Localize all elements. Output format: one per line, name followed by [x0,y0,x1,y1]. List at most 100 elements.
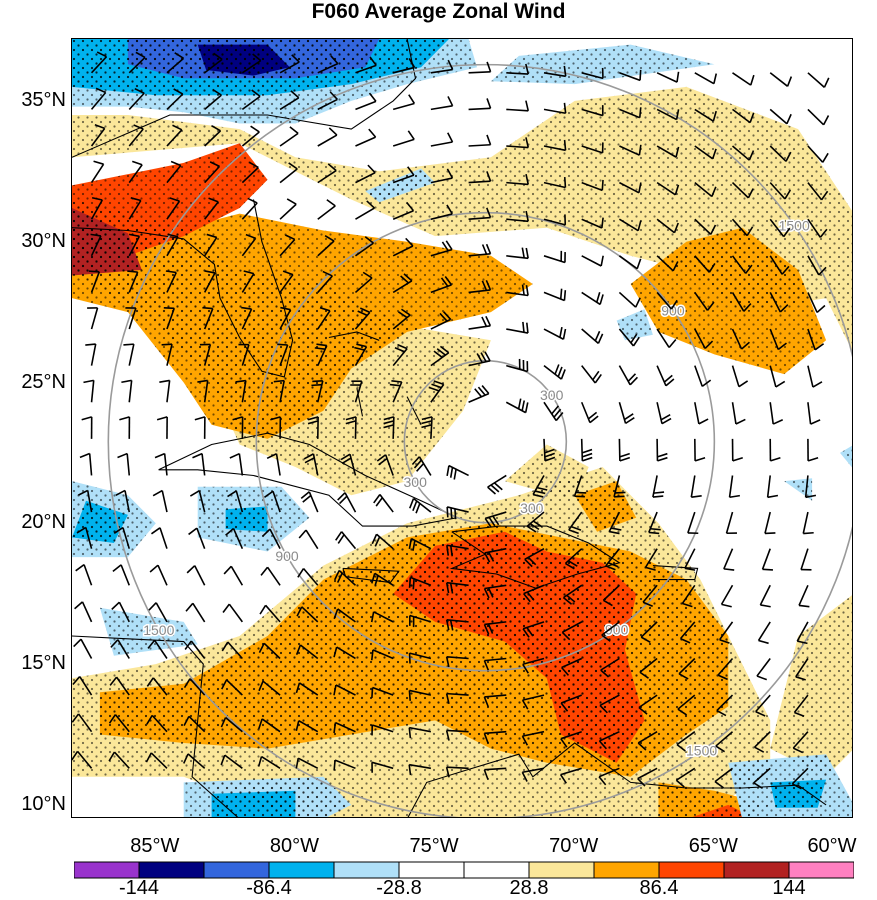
wind-barb [716,694,734,717]
wind-barb [333,721,356,734]
stipple-region [225,506,268,532]
wind-barb [108,714,130,733]
wind-barb [335,531,357,550]
wind-barb [428,380,445,403]
wind-barb [392,94,416,111]
wind-barb [725,511,737,535]
wind-barb [694,438,706,462]
wind-barb [694,108,717,122]
stipple-region [574,481,637,532]
wind-barb [238,343,250,366]
coastline [342,567,400,584]
wind-barb [430,311,452,330]
wind-barb [807,365,823,388]
wind-barb [183,715,206,733]
wind-barb [652,475,665,498]
wind-barb [146,714,168,733]
wind-barb [152,489,168,513]
colorbar-swatch [398,861,465,879]
wind-barb [166,233,179,257]
wind-barb [317,91,338,111]
wind-barb [581,67,604,80]
wind-barb [543,177,567,189]
range-ring-label: 1500 [686,743,717,759]
stipple-region [211,790,296,817]
wind-barb [807,328,825,351]
wind-barb [371,724,394,736]
wind-barb [807,292,826,314]
longitude-label: 85°W [130,835,180,857]
wind-barb [506,210,529,223]
wind-barb [392,343,408,367]
wind-barb [115,489,131,513]
wind-barb [279,306,292,330]
wind-barb [756,658,771,681]
wind-barb [483,730,507,744]
wind-barb [430,59,454,74]
wind-barb [392,237,414,257]
wind-barb [564,548,583,570]
wind-barb [203,233,218,257]
wind-barb [543,438,556,462]
wind-barb [258,718,281,733]
wind-barb [149,564,168,586]
latitude-label: 15°N [21,652,66,675]
wind-barb [317,234,335,257]
wind-barb [483,694,507,707]
wind-barb [618,218,642,232]
coastline [449,525,621,589]
wind-barb [613,475,626,498]
wind-barb [111,601,130,623]
wind-barb [807,145,829,163]
wind-barb [75,563,93,586]
wind-barb [117,452,131,476]
colorbar-swatch [138,861,205,879]
wind-barb [717,657,734,681]
wind-barb [371,533,394,550]
wind-barb [731,438,743,462]
wind-barb [619,181,642,194]
wind-barb [355,92,377,111]
latitude-label: 25°N [21,370,66,393]
wind-barb [769,438,781,462]
wind-barb [392,308,411,330]
wind-barb [506,137,530,149]
wind-barb [355,200,375,220]
wind-barb [656,145,680,158]
wind-barb [204,52,223,74]
wind-barb [222,603,244,623]
wind-barb [370,649,394,661]
wind-barb [146,677,168,696]
wind-barb [166,160,182,184]
wind-barb [128,87,145,110]
wind-barb [355,236,374,257]
wind-barb [184,640,206,659]
wind-barb [506,174,529,186]
wind-barb [78,489,93,513]
wind-barb [618,291,641,308]
wind-barb [383,416,395,439]
range-ring-label: 900 [605,621,629,637]
wind-barb [81,416,93,439]
wind-barb [279,270,294,293]
wind-barb [807,72,830,88]
wind-barb [261,528,281,550]
wind-barb [430,168,454,184]
wind-barb [728,475,740,499]
wind-barb [204,161,221,184]
wind-barb [543,401,564,422]
wind-barb [279,198,297,220]
wind-barb [260,566,281,586]
wind-barb [598,730,620,750]
wind-barb [345,416,357,439]
wind-barb [506,100,530,112]
wind-barb [264,490,281,513]
stipple-region [692,804,753,817]
wind-barb [761,548,774,571]
wind-barb [694,218,717,235]
wind-barb [619,144,642,156]
colorbar-swatch [723,861,790,879]
wind-barb [220,754,243,769]
wind-barb [90,196,104,220]
wind-barb [764,511,776,535]
